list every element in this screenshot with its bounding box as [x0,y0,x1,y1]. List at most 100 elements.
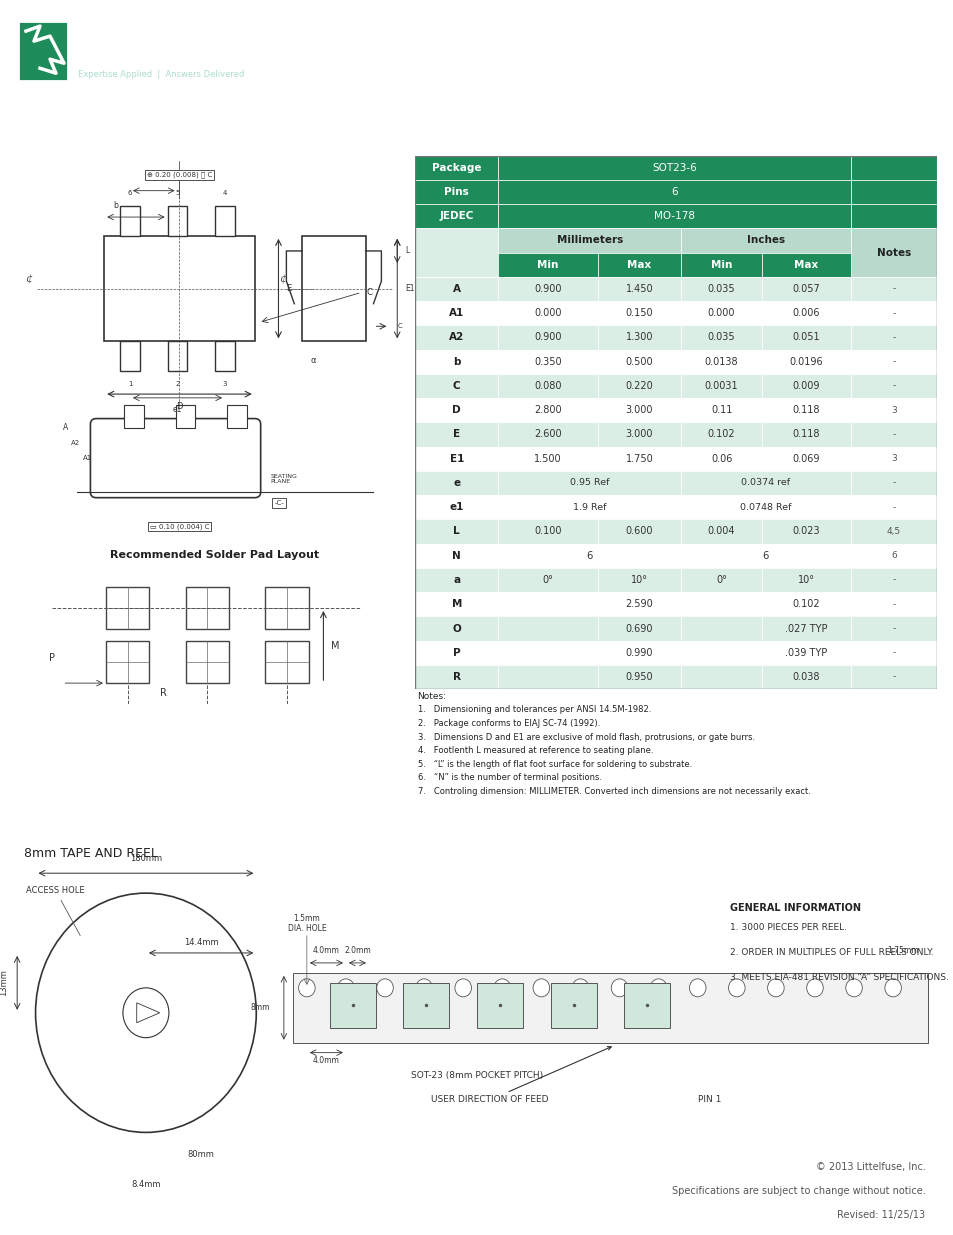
Bar [597,568,680,592]
Bar [850,592,936,616]
Text: E: E [286,284,292,293]
Circle shape [376,979,393,997]
Bar [120,341,140,372]
Bar [415,277,498,301]
Text: GENERAL INFORMATION: GENERAL INFORMATION [729,903,860,913]
Text: 8.4mm: 8.4mm [131,1181,160,1189]
Text: A: A [63,424,69,432]
Text: 1.   Dimensioning and tolerances per ANSI 14.5M-1982.: 1. Dimensioning and tolerances per ANSI … [417,705,650,714]
Bar [680,592,761,616]
Bar [498,447,597,471]
Text: .039 TYP: .039 TYP [784,647,826,658]
Text: 4.0mm: 4.0mm [313,1056,339,1065]
Bar [680,374,761,398]
Bar [850,616,936,641]
Bar [680,350,761,374]
Bar [761,641,850,664]
Bar [106,588,150,629]
Text: b: b [113,200,118,210]
Bar [597,664,680,689]
Bar [850,204,936,228]
Bar [302,236,365,341]
Text: 0.118: 0.118 [792,430,820,440]
Text: 3.000: 3.000 [625,405,653,415]
Text: 0.900: 0.900 [534,284,561,294]
Bar [498,616,597,641]
Text: 0.950: 0.950 [625,672,653,682]
Circle shape [494,979,510,997]
Text: 0.06: 0.06 [710,453,732,464]
Text: 2.0mm: 2.0mm [344,946,371,955]
Bar [597,616,680,641]
Text: 0.0138: 0.0138 [704,357,738,367]
Bar [415,592,498,616]
Bar [293,973,926,1042]
Text: 8mm TAPE AND REEL: 8mm TAPE AND REEL [24,847,157,860]
Bar [761,398,850,422]
Text: 0.220: 0.220 [625,380,653,391]
Bar [186,588,229,629]
Text: 0.0031: 0.0031 [704,380,738,391]
Text: ¢: ¢ [279,275,286,285]
Text: 1.750: 1.750 [625,453,653,464]
Bar [850,520,936,543]
Bar [680,228,850,253]
Circle shape [728,979,744,997]
Bar [850,568,936,592]
Text: D: D [452,405,460,415]
Bar [850,350,936,374]
Bar [680,471,850,495]
Text: 10°: 10° [797,576,814,585]
Bar [498,156,850,180]
Bar [498,301,597,325]
Text: -: - [891,333,895,342]
Text: 6: 6 [890,551,896,561]
Text: 0.500: 0.500 [625,357,653,367]
Text: -: - [891,673,895,682]
Bar [761,664,850,689]
Text: R: R [160,688,167,698]
Text: 80mm: 80mm [188,1150,214,1160]
Text: 0°: 0° [716,576,726,585]
Text: -: - [891,430,895,438]
Text: 0.0196: 0.0196 [789,357,822,367]
Text: 5.   “L” is the length of flat foot surface for soldering to substrate.: 5. “L” is the length of flat foot surfac… [417,760,691,769]
Bar [498,495,680,520]
Text: D: D [176,401,183,410]
Circle shape [337,979,354,997]
Circle shape [845,979,862,997]
Text: USER DIRECTION OF FEED: USER DIRECTION OF FEED [431,1046,611,1104]
Text: E: E [453,430,459,440]
Text: -: - [891,624,895,634]
Bar [415,520,498,543]
Text: 6.   “N” is the number of terminal positions.: 6. “N” is the number of terminal positio… [417,773,601,783]
Text: ¢: ¢ [26,275,32,285]
Bar [850,471,936,495]
Text: 0°: 0° [542,576,553,585]
Bar [597,398,680,422]
Text: Min: Min [710,259,732,269]
Circle shape [689,979,705,997]
Text: Revised: 11/25/13: Revised: 11/25/13 [837,1210,924,1220]
Text: A1: A1 [449,309,464,319]
Bar [761,277,850,301]
Text: 4.   Footlenth L measured at reference to seating plane.: 4. Footlenth L measured at reference to … [417,746,653,755]
Bar [403,983,449,1028]
Bar [680,495,850,520]
Text: a: a [453,576,459,585]
Text: -: - [891,600,895,609]
Text: 0.100: 0.100 [534,526,561,536]
Bar [761,447,850,471]
Text: 0.000: 0.000 [534,309,561,319]
Text: e1: e1 [172,405,182,415]
Text: -: - [891,478,895,488]
Text: b: b [453,357,460,367]
Bar [175,405,195,429]
Text: Package Dimensions — SOT23-6: Package Dimensions — SOT23-6 [30,128,294,143]
Text: 0.038: 0.038 [792,672,820,682]
Text: 4.0mm: 4.0mm [313,946,339,955]
Text: (SPA® Diodes): (SPA® Diodes) [433,22,551,37]
Bar [680,325,761,350]
Bar [10,9,130,89]
Bar [498,180,850,204]
